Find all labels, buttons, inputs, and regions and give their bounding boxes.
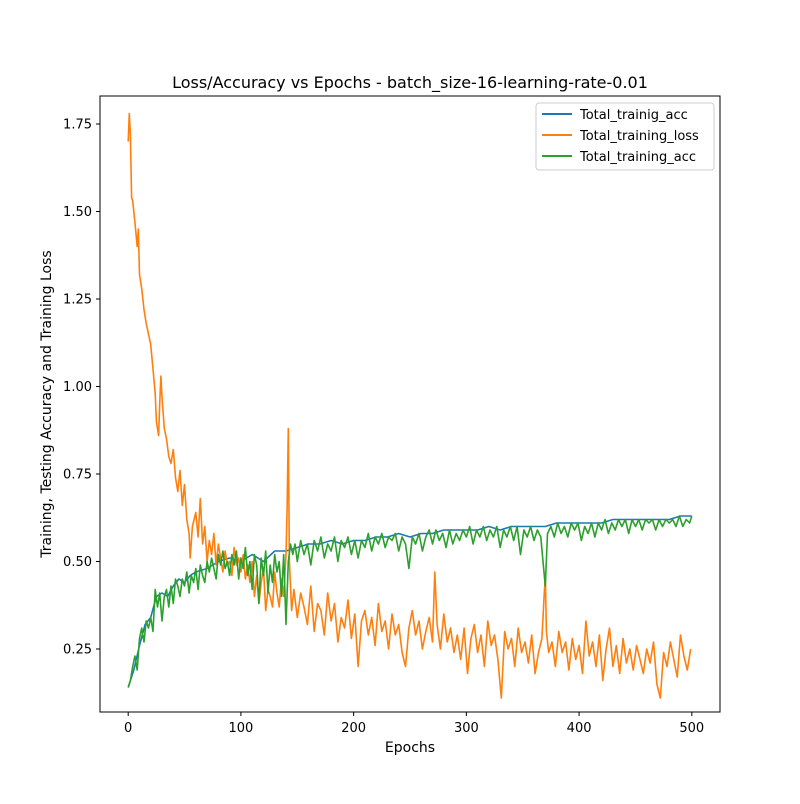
legend-label: Total_training_loss (579, 129, 699, 144)
series-line-total-training-acc (127, 515, 693, 688)
legend: Total_trainig_acc Total_training_loss Tota… (535, 102, 715, 171)
y-tick-label: 1.50 (63, 205, 92, 220)
y-tick-label: 1.75 (63, 118, 92, 133)
y-axis-label: Training, Testing Accuracy and Training … (39, 250, 55, 558)
y-tick-label: 0.50 (63, 555, 92, 570)
x-tick-label: 400 (567, 721, 592, 736)
y-tick-label: 0.25 (63, 643, 92, 658)
y-tick-label: 0.75 (63, 468, 92, 483)
x-axis-ticks: 0 100 200 300 400 500 (124, 712, 704, 736)
series-line-total-training-loss (127, 112, 692, 699)
chart-title: Loss/Accuracy vs Epochs - batch_size-16-… (172, 73, 648, 93)
plot-frame (99, 95, 721, 713)
x-tick-label: 200 (341, 721, 366, 736)
y-axis-ticks: 0.25 0.50 0.75 1.00 1.25 1.50 1.75 (63, 118, 100, 658)
x-tick-label: 500 (679, 721, 704, 736)
series-line-total-trainig-acc (127, 515, 692, 688)
y-tick-label: 1.25 (63, 293, 92, 308)
legend-label: Total_training_acc (579, 150, 696, 165)
legend-frame (535, 102, 715, 171)
series-layer (127, 112, 693, 699)
x-tick-label: 100 (228, 721, 253, 736)
x-tick-label: 300 (454, 721, 479, 736)
x-axis-label: Epochs (385, 740, 435, 756)
x-tick-label: 0 (124, 721, 132, 736)
y-tick-label: 1.00 (63, 380, 92, 395)
legend-label: Total_trainig_acc (579, 108, 688, 123)
